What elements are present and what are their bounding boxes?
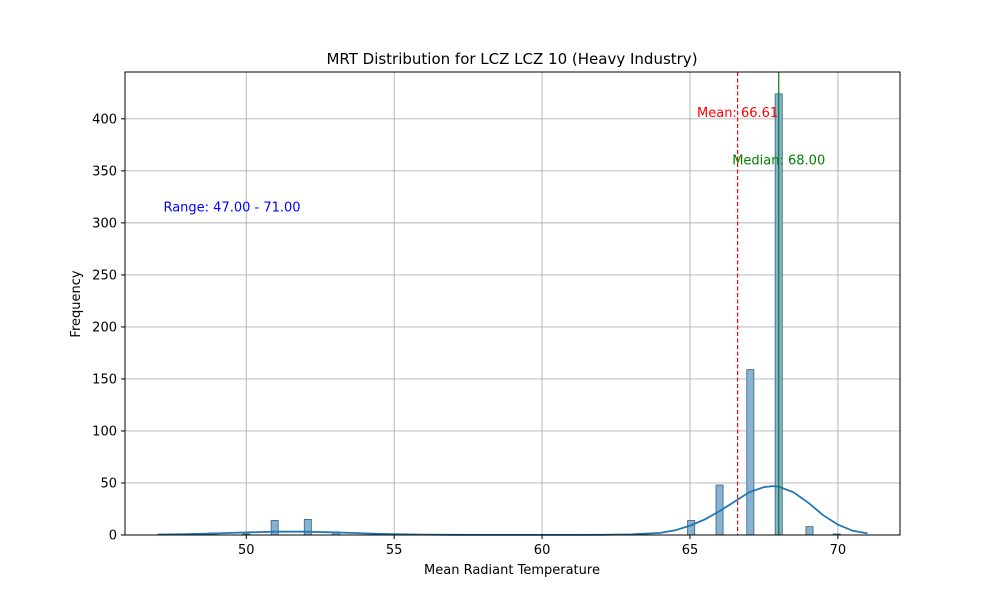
x-tick-label-0: 50 xyxy=(238,543,255,558)
x-tick-label-1: 55 xyxy=(386,543,403,558)
x-tick-label-2: 60 xyxy=(534,543,551,558)
histogram-bar-2 xyxy=(270,520,279,536)
x-tick-label-3: 65 xyxy=(682,543,699,558)
y-tick-label-7: 350 xyxy=(92,164,117,179)
y-tick-label-0: 0 xyxy=(109,529,117,544)
x-tick-label-4: 70 xyxy=(830,543,847,558)
chart-title: MRT Distribution for LCZ LCZ 10 (Heavy I… xyxy=(326,50,697,68)
y-tick-label-5: 250 xyxy=(92,268,117,283)
y-tick-label-3: 150 xyxy=(92,372,117,387)
range-annotation: Range: 47.00 - 71.00 xyxy=(163,200,300,215)
y-tick-label-4: 200 xyxy=(92,320,117,335)
y-axis-label: Frequency xyxy=(69,270,84,337)
y-tick-label-1: 50 xyxy=(100,476,117,491)
histogram-bar-5 xyxy=(687,520,696,536)
mean-annotation: Mean: 66.61 xyxy=(697,106,778,121)
y-tick-label-6: 300 xyxy=(92,216,117,231)
histogram-bar-9 xyxy=(805,526,814,536)
median-annotation: Median: 68.00 xyxy=(732,154,825,169)
x-axis-label: Mean Radiant Temperature xyxy=(424,563,600,578)
y-tick-label-8: 400 xyxy=(92,112,117,127)
grid-lines xyxy=(125,72,900,536)
kde-curve xyxy=(157,485,868,536)
plot-frame xyxy=(124,71,901,536)
histogram-bar-7 xyxy=(746,369,755,536)
axis-ticks: 50 55 60 65 70 0 50 100 150 200 250 300 350 400 xyxy=(92,112,846,558)
y-tick-label-2: 100 xyxy=(92,424,117,439)
